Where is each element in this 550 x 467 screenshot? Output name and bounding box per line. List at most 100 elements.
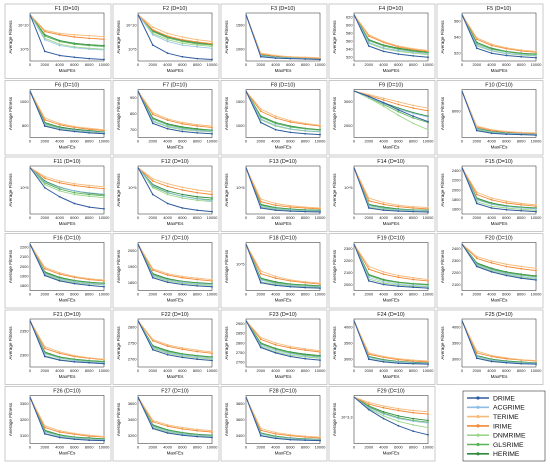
- series-line-drime: [245, 396, 321, 442]
- series-line-acgrime: [353, 14, 429, 54]
- series-point-terime: [166, 272, 169, 275]
- series-point-acgrime: [490, 131, 493, 133]
- series-line-drime: [137, 167, 213, 213]
- series-point-irime: [274, 343, 277, 346]
- y-tick-label: 540: [454, 34, 461, 39]
- series-point-terime: [58, 180, 61, 182]
- series-line-terime: [461, 90, 537, 134]
- series-point-drime: [475, 129, 478, 132]
- y-axis-label: Average Fitness: [332, 249, 337, 283]
- series-point-drime: [166, 432, 169, 434]
- series-point-terime: [382, 201, 385, 204]
- series-line-drime: [461, 320, 537, 365]
- series-point-terime: [73, 354, 76, 357]
- series-point-acgrime: [367, 406, 370, 409]
- x-axis-label: MaxFEs: [59, 221, 77, 226]
- series-point-acgrime: [73, 190, 76, 192]
- series-point-drime: [181, 356, 184, 359]
- y-tick-label: 1800: [20, 283, 29, 288]
- legend-marker-terime: [476, 415, 480, 419]
- plot-area: [137, 12, 213, 62]
- panel-title: F4 (D=10): [379, 6, 404, 12]
- series-point-irime: [289, 347, 292, 349]
- series-point-drime: [88, 57, 91, 60]
- series-point-acgrime: [196, 46, 199, 48]
- series-point-drime: [304, 210, 307, 213]
- series-point-acgrime: [382, 280, 385, 283]
- x-tick-label: 10000: [207, 292, 219, 297]
- series-point-glsrime: [319, 129, 321, 132]
- series-point-irime: [490, 44, 493, 47]
- series-point-drime: [520, 55, 523, 58]
- series-line-irime: [29, 243, 105, 282]
- legend-label-herime: HERIME: [493, 451, 520, 458]
- y-tick-label: 2750: [128, 340, 137, 345]
- series-line-irime: [29, 14, 105, 40]
- series-point-drime: [427, 211, 429, 213]
- series-point-terime: [274, 202, 277, 205]
- series-point-acgrime: [397, 361, 400, 363]
- series-point-drime: [43, 274, 46, 277]
- x-tick-label: 2000: [40, 445, 49, 450]
- series-point-drime: [43, 355, 46, 358]
- series-point-terime: [88, 277, 91, 280]
- series-point-irime: [475, 38, 478, 41]
- series-point-terime: [58, 271, 61, 274]
- series-point-irime: [412, 107, 415, 109]
- series-line-drime: [353, 320, 429, 365]
- series-point-drime: [73, 282, 76, 285]
- series-line-drime: [137, 243, 213, 288]
- series-point-acgrime: [505, 272, 508, 275]
- y-tick-label: 2000: [128, 248, 137, 253]
- y-tick-label: 3000: [344, 356, 353, 361]
- panel-f8: F8 (D=10) 0 2000 4000 6000 8000 10000 1000 1500 M…: [220, 80, 328, 156]
- panel-title: F15 (D=10): [485, 159, 513, 165]
- series-line-dnmrime: [353, 90, 429, 131]
- series-line-drime: [137, 320, 213, 362]
- x-tick-label: 10000: [315, 215, 327, 220]
- series-point-terime: [259, 108, 262, 110]
- series-point-drime: [319, 287, 321, 289]
- series-point-acgrime: [166, 125, 169, 127]
- x-tick-label: 4000: [379, 62, 388, 67]
- x-axis-label: MaxFEs: [275, 221, 293, 226]
- series-point-acgrime: [274, 124, 277, 127]
- series-point-drime: [151, 276, 154, 279]
- series-line-drime: [29, 167, 105, 210]
- series-point-drime: [427, 287, 429, 289]
- series-point-drime: [397, 53, 400, 55]
- series-point-acgrime: [319, 130, 321, 133]
- panel-f20: F20 (D=10) 0 2000 4000 6000 8000 10000 2100 2200…: [436, 233, 544, 309]
- series-point-drime: [73, 202, 76, 205]
- x-axis-label: MaxFEs: [491, 145, 509, 150]
- series-line-glsrime: [137, 14, 213, 46]
- series-point-acgrime: [475, 44, 478, 46]
- series-point-irime: [166, 185, 169, 188]
- series-line-acgrime: [29, 167, 105, 195]
- series-point-irime: [196, 41, 199, 43]
- series-point-irime: [475, 257, 478, 260]
- x-axis-label: MaxFEs: [491, 298, 509, 303]
- series-point-irime: [259, 110, 262, 113]
- series-line-glsrime: [29, 167, 105, 197]
- x-tick-label: 8000: [517, 368, 526, 373]
- series-line-terime: [245, 167, 321, 209]
- x-tick-label: 10000: [531, 292, 543, 297]
- series-point-terime: [520, 265, 523, 268]
- series-point-terime: [475, 255, 478, 258]
- series-line-terime: [353, 396, 429, 413]
- x-axis-label: MaxFEs: [275, 145, 293, 150]
- y-axis-label: Average Fitness: [224, 96, 229, 130]
- series-point-glsrime: [103, 194, 105, 197]
- y-axis-label: Average Fitness: [332, 20, 337, 54]
- series-point-irime: [289, 206, 292, 209]
- series-point-terime: [382, 97, 385, 100]
- x-tick-label: 8000: [517, 62, 526, 67]
- series-point-acgrime: [274, 282, 277, 285]
- x-tick-label: 0: [29, 62, 32, 67]
- series-point-irime: [103, 187, 105, 190]
- x-tick-label: 0: [29, 445, 32, 450]
- y-tick-label: 2100: [344, 270, 353, 275]
- series-line-irime: [353, 14, 429, 52]
- x-tick-label: 2000: [148, 215, 157, 220]
